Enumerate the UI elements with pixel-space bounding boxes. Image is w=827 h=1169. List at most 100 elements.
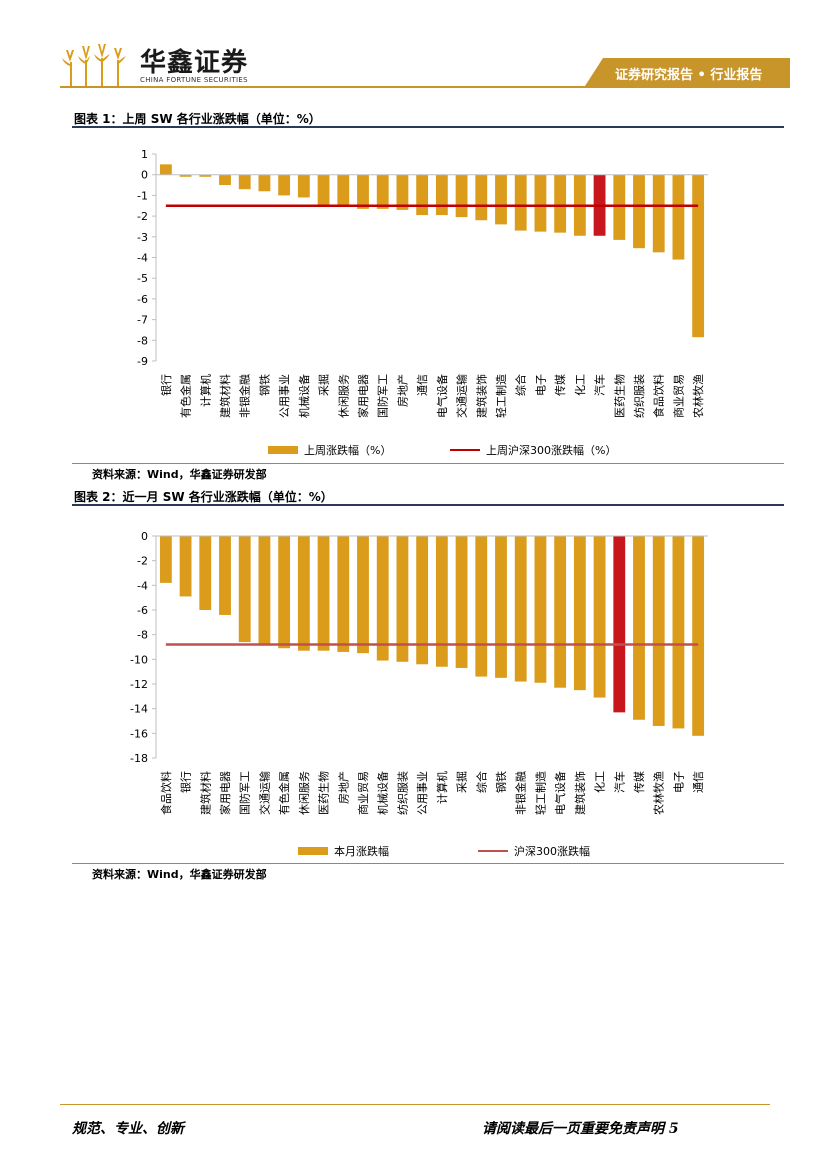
bar-公用事业 [416, 536, 429, 665]
category-label-公用事业: 公用事业 [278, 374, 291, 418]
category-label-电气设备: 电气设备 [553, 771, 567, 815]
bar-公用事业 [278, 174, 291, 196]
bar-房地产 [396, 174, 409, 210]
bar-交通运输 [455, 174, 468, 218]
bar-轻工制造 [534, 536, 547, 683]
bar-机械设备 [297, 174, 310, 198]
bar-电子 [672, 536, 685, 729]
y-tick-label: -6 [137, 293, 148, 306]
category-label-家用电器: 家用电器 [356, 374, 370, 418]
bar-有色金属 [179, 174, 192, 177]
category-label-采掘: 采掘 [317, 374, 331, 396]
category-label-公用事业: 公用事业 [416, 771, 429, 815]
bar-纺织服装 [396, 536, 409, 662]
bar-医药生物 [317, 536, 330, 651]
bar-国防军工 [238, 536, 251, 643]
category-label-商业贸易: 商业贸易 [671, 374, 685, 418]
bar-休闲服务 [297, 536, 310, 651]
category-label-计算机: 计算机 [435, 771, 449, 804]
category-label-食品饮料: 食品饮料 [652, 374, 666, 418]
bar-传媒 [633, 536, 645, 720]
category-label-有色金属: 有色金属 [277, 771, 291, 815]
category-label-有色金属: 有色金属 [179, 374, 193, 418]
y-tick-label: -2 [137, 555, 148, 568]
category-label-房地产: 房地产 [395, 374, 409, 407]
category-label-建筑材料: 建筑材料 [198, 771, 212, 815]
bar-化工 [593, 536, 606, 698]
bar-通信 [692, 536, 705, 736]
footer-disclaimer: 请阅读最后一页重要免责声明 5 [482, 1121, 679, 1137]
figure-1-title: 图表 1：上周 SW 各行业涨跌幅（单位：%） [74, 112, 321, 126]
category-label-休闲服务: 休闲服务 [297, 771, 311, 815]
figure-2-source: 资料来源：Wind，华鑫证券研发部 [92, 868, 267, 881]
bar-有色金属 [278, 536, 291, 649]
bar-建筑材料 [219, 174, 231, 186]
bar-采掘 [455, 536, 468, 668]
category-label-机械设备: 机械设备 [376, 771, 390, 815]
bar-交通运输 [258, 536, 271, 645]
figure-1-source: 资料来源：Wind，华鑫证券研发部 [92, 468, 267, 481]
bar-采掘 [317, 174, 330, 206]
y-tick-label: 0 [141, 169, 148, 182]
category-label-电子: 电子 [672, 771, 685, 793]
category-label-通信: 通信 [416, 374, 429, 396]
bar-房地产 [337, 536, 350, 652]
bar-钢铁 [495, 536, 507, 678]
y-tick-label: -2 [137, 210, 148, 223]
category-label-交通运输: 交通运输 [257, 771, 271, 815]
category-label-钢铁: 钢铁 [495, 771, 508, 793]
bar-钢铁 [258, 174, 271, 192]
category-label-建筑装饰: 建筑装饰 [474, 374, 488, 418]
y-tick-label: -7 [137, 314, 148, 327]
company-logo: 华鑫证券 CHINA FORTUNE SECURITIES [60, 40, 280, 90]
footer-divider [60, 1104, 770, 1105]
y-tick-label: -18 [130, 752, 148, 765]
bar-计算机 [435, 536, 448, 667]
y-tick-label: 0 [141, 530, 148, 543]
category-label-医药生物: 医药生物 [612, 374, 626, 418]
category-label-国防军工: 国防军工 [238, 771, 252, 815]
legend-line-label: 沪深300涨跌幅 [514, 844, 590, 858]
category-label-传媒: 传媒 [554, 374, 567, 396]
y-tick-label: 1 [141, 148, 148, 161]
bar-通信 [416, 174, 429, 216]
category-label-家用电器: 家用电器 [218, 771, 232, 815]
category-label-非银金融: 非银金融 [238, 374, 252, 418]
company-name-en: CHINA FORTUNE SECURITIES [140, 76, 248, 84]
figure-1-bottom-rule [72, 463, 784, 464]
legend-bar-swatch [298, 847, 328, 855]
category-label-轻工制造: 轻工制造 [533, 771, 547, 815]
bar-休闲服务 [337, 174, 350, 206]
chart-2: 0 -2 -4 -6 -8 -10 -12 -14 -16 -18 食品饮料 银行 建筑材料 家用电器 国防… [130, 530, 708, 858]
bar-电气设备 [554, 536, 567, 688]
bar-汽车 [613, 536, 626, 713]
category-label-休闲服务: 休闲服务 [336, 374, 350, 418]
category-label-电子: 电子 [534, 374, 547, 396]
y-tick-label: -1 [137, 189, 148, 202]
category-label-轻工制造: 轻工制造 [494, 374, 508, 418]
y-tick-label: -8 [137, 334, 148, 347]
report-type-tab: 证券研究报告 • 行业报告 [585, 58, 790, 86]
bar-纺织服装 [633, 174, 645, 249]
y-tick-label: -4 [137, 579, 148, 592]
y-tick-label: -14 [130, 703, 148, 716]
bar-电子 [534, 174, 547, 232]
y-tick-label: -6 [137, 604, 148, 617]
category-label-建筑材料: 建筑材料 [218, 374, 232, 418]
bar-食品饮料 [159, 536, 172, 583]
category-label-建筑装饰: 建筑装饰 [573, 771, 587, 815]
category-label-汽车: 汽车 [612, 771, 626, 793]
legend-bar-swatch [268, 446, 298, 454]
bar-商业贸易 [672, 174, 685, 260]
category-label-国防军工: 国防军工 [376, 374, 390, 418]
company-name: 华鑫证券 [140, 48, 249, 78]
bar-家用电器 [219, 536, 231, 615]
bar-非银金融 [238, 174, 251, 190]
report-type: 证券研究报告 • 行业报告 [615, 68, 763, 83]
category-label-商业贸易: 商业贸易 [356, 771, 370, 815]
bar-综合 [514, 174, 527, 231]
bar-商业贸易 [357, 536, 369, 654]
bar-食品饮料 [652, 174, 665, 253]
header-divider [60, 86, 790, 88]
category-label-纺织服装: 纺织服装 [395, 771, 409, 815]
